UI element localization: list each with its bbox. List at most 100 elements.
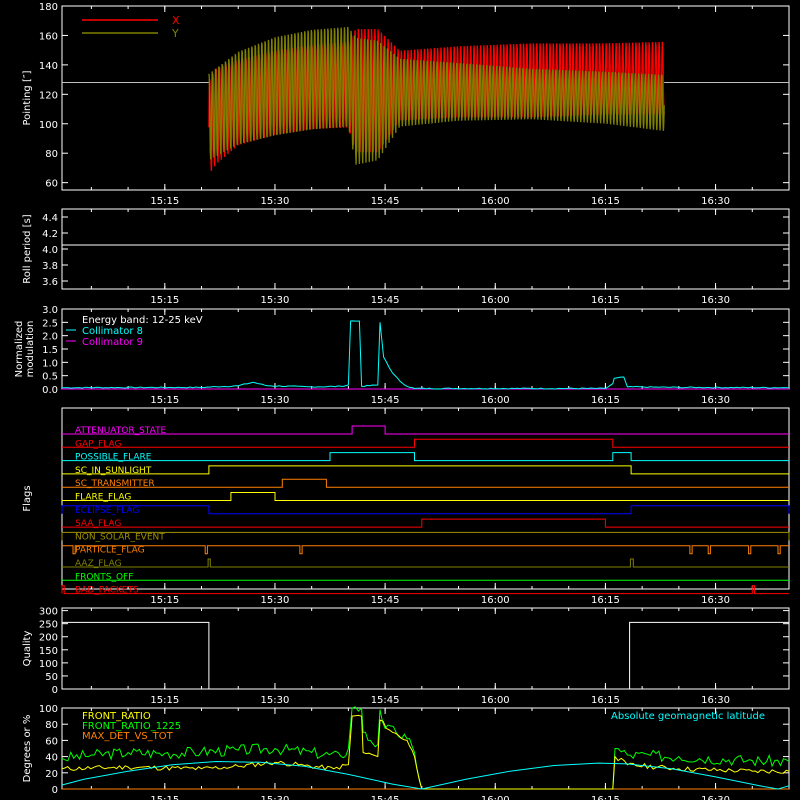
series-Y: [208, 26, 665, 165]
flag-label: ECLIPSE_FLAG: [75, 506, 139, 516]
y-tick-label: 0: [52, 685, 58, 696]
flag-label: PARTICLE_FLAG: [75, 546, 145, 556]
flag-label: ATTENUATOR_STATE: [75, 426, 167, 436]
x-tick-label: 15:45: [371, 295, 400, 306]
y-tick-label: 140: [39, 61, 58, 72]
flag-row-eclipse-flag: ECLIPSE_FLAG: [61, 505, 790, 516]
x-tick-label: 16:00: [481, 795, 510, 800]
x-tick-label: 15:45: [371, 595, 400, 606]
flag-line: [62, 452, 789, 462]
legend-label-x: X: [172, 14, 180, 27]
y-tick-label: 3.6: [42, 277, 58, 288]
x-tick-label: 15:30: [261, 795, 290, 800]
y-axis-label: Flags: [22, 485, 33, 511]
y-tick-label: 2.5: [42, 318, 58, 329]
x-tick-label: 15:45: [371, 695, 400, 706]
flag-line: [61, 505, 790, 515]
y-tick-label: 120: [39, 90, 58, 101]
flag-label: FLARE_FLAG: [75, 493, 131, 503]
y-tick-label: 0.0: [42, 385, 58, 396]
legend-label: Collimator 9: [82, 337, 143, 348]
y-tick-label: 60: [45, 736, 58, 747]
y-axis-label: Roll period [s]: [22, 214, 33, 283]
x-tick-label: 15:15: [150, 695, 179, 706]
x-tick-label: 15:15: [150, 395, 179, 406]
y-tick-label: 100: [39, 704, 58, 715]
collimator-8-line: [62, 320, 790, 390]
pointing-y-line: [208, 26, 665, 165]
x-tick-label: 16:00: [481, 395, 510, 406]
x-tick-label: 15:30: [261, 595, 290, 606]
x-tick-label: 15:30: [261, 196, 290, 207]
x-tick-label: 16:30: [701, 795, 730, 800]
y-axis-label: Normalized: [14, 321, 25, 378]
flag-label: AAZ_FLAG: [75, 559, 122, 569]
y-tick-label: 20: [45, 769, 58, 780]
y-tick-label: 50: [45, 672, 58, 683]
x-tick-label: 16:30: [701, 395, 730, 406]
panel-frame-5: [61, 607, 790, 690]
legend-label: Collimator 8: [82, 326, 143, 337]
x-tick-label: 16:30: [701, 695, 730, 706]
flag-label: NON_SOLAR_EVENT: [75, 532, 165, 542]
flag-row-aaz-flag: AAZ_FLAG: [62, 558, 789, 569]
flag-label: POSSIBLE_FLARE: [75, 453, 152, 463]
x-tick-label: 15:15: [150, 196, 179, 207]
flag-row-bad-packets: BAD_PACKETS: [61, 585, 789, 596]
y-tick-label: 40: [45, 753, 58, 764]
flag-line: [62, 518, 789, 528]
panel-frame-2: [61, 208, 790, 290]
y-tick-label: 60: [45, 179, 58, 190]
x-tick-label: 15:15: [150, 595, 179, 606]
y-tick-label: 250: [39, 620, 58, 631]
flag-label: BAD_PACKETS: [75, 586, 139, 596]
flag-row-fronts-off: FRONTS_OFF: [62, 572, 789, 582]
y-tick-label: 1.5: [42, 345, 58, 356]
flag-line: [62, 545, 789, 555]
panel-frame-4: [61, 407, 790, 590]
x-tick-label: 16:15: [591, 295, 620, 306]
legend-label-y: Y: [171, 27, 179, 40]
x-tick-label: 16:00: [481, 595, 510, 606]
flag-row-flare-flag: FLARE_FLAG: [62, 492, 789, 503]
y-tick-label: 3.0: [42, 305, 58, 316]
x-tick-label: 16:00: [481, 295, 510, 306]
flag-label: SC_TRANSMITTER: [75, 479, 155, 489]
y-axis-label: modulation: [25, 321, 36, 378]
y-tick-label: 3.8: [42, 261, 58, 272]
y-axis-label: Quality: [22, 631, 33, 667]
y-tick-label: 180: [39, 2, 58, 13]
x-tick-label: 16:15: [591, 695, 620, 706]
flag-row-attenuator-state: ATTENUATOR_STATE: [62, 425, 789, 436]
legend-label: FRONT_RATIO: [82, 711, 151, 722]
y-tick-label: 1.0: [42, 358, 58, 369]
y-tick-label: 2.0: [42, 332, 58, 343]
x-tick-label: 16:15: [591, 196, 620, 207]
y-tick-label: 4.0: [42, 245, 58, 256]
y-axis-label: Pointing [″]: [22, 70, 33, 125]
x-tick-label: 16:00: [481, 196, 510, 207]
x-tick-label: 16:30: [701, 295, 730, 306]
x-tick-label: 15:15: [150, 795, 179, 800]
y-tick-label: 4.4: [42, 213, 58, 224]
x-tick-label: 16:30: [701, 595, 730, 606]
y-tick-label: 200: [39, 633, 58, 644]
y-tick-label: 0.5: [42, 372, 58, 383]
flag-line: [61, 585, 789, 595]
y-tick-label: 100: [39, 659, 58, 670]
x-tick-label: 15:15: [150, 295, 179, 306]
quality-line: [62, 621, 789, 690]
flag-line: [62, 438, 789, 448]
x-tick-label: 16:15: [591, 595, 620, 606]
y-tick-label: 80: [45, 149, 58, 160]
flag-line: [62, 492, 789, 501]
y-tick-label: 4.2: [42, 229, 58, 240]
flag-line: [62, 425, 789, 435]
flag-row-saa-flag: SAA_FLAG: [62, 518, 789, 529]
legend-label: Energy band: 12-25 keV: [82, 315, 203, 326]
flag-line: [62, 478, 789, 488]
x-tick-label: 15:30: [261, 395, 290, 406]
x-tick-label: 16:15: [591, 395, 620, 406]
